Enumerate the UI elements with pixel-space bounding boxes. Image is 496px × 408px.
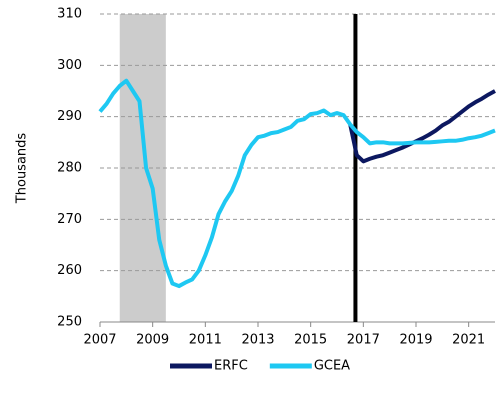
x-tick-label: 2009 (136, 333, 169, 348)
y-tick-label: 300 (57, 58, 82, 73)
series-line (348, 89, 496, 164)
x-tick-label: 2013 (241, 333, 274, 348)
x-tick-label: 2019 (399, 333, 432, 348)
y-tick-label: 260 (57, 263, 82, 278)
y-axis-label: Thousands (15, 133, 30, 205)
x-tick-label: 2015 (294, 333, 327, 348)
y-tick-label: 270 (57, 212, 82, 227)
x-tick-label: 2007 (83, 333, 116, 348)
y-tick-label: 310 (57, 7, 82, 22)
series-line (98, 78, 496, 289)
x-tick-label: 2021 (452, 333, 485, 348)
y-tick-label: 280 (57, 161, 82, 176)
legend-label: GCEA (314, 359, 350, 374)
legend-label: ERFC (214, 359, 248, 374)
y-tick-label: 290 (57, 109, 82, 124)
x-tick-label: 2011 (189, 333, 222, 348)
y-tick-label: 250 (57, 315, 82, 330)
x-tick-label: 2017 (347, 333, 380, 348)
